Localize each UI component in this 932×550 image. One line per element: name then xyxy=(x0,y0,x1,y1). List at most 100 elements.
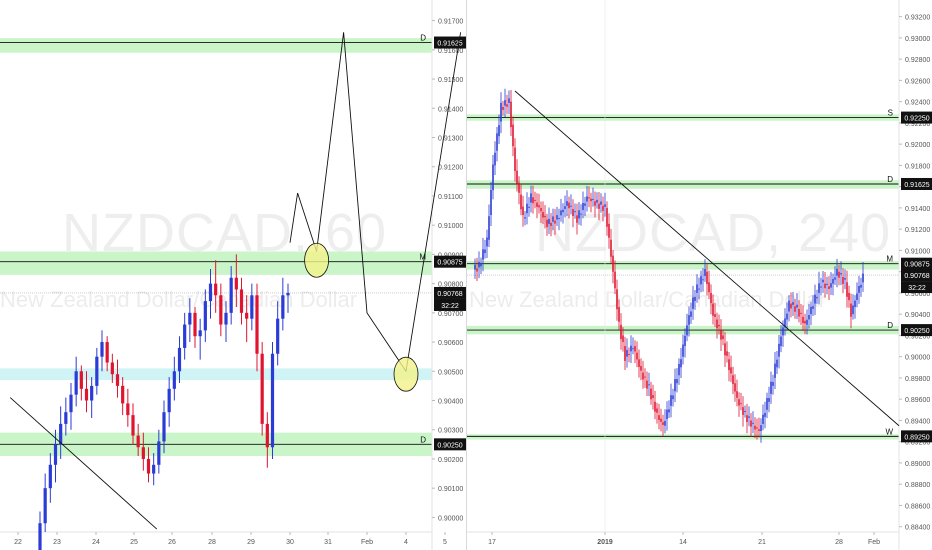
zone-price-text: 0.90875 xyxy=(904,262,929,269)
candle-body xyxy=(768,397,770,402)
candle-body xyxy=(188,312,192,325)
candle-body xyxy=(540,207,542,212)
candle-body xyxy=(764,412,766,417)
candle-body xyxy=(836,268,838,276)
candle-body xyxy=(854,300,856,308)
price-tick-label: 0.90200 xyxy=(905,333,930,340)
chart-panel-nzdcad-240[interactable]: NZDCAD, 240 New Zealand Dollar/Canadian … xyxy=(466,0,932,550)
price-tick-label: 0.93200 xyxy=(905,15,930,22)
candle-body xyxy=(860,284,862,288)
candle-body xyxy=(239,289,244,313)
last-price-text: 0.90768 xyxy=(437,291,462,298)
candle-body xyxy=(157,441,161,465)
candle-body xyxy=(616,289,618,310)
candle-body xyxy=(572,208,574,216)
candle-body xyxy=(716,319,718,329)
candle-body xyxy=(760,425,762,432)
candle-body xyxy=(534,199,536,201)
zone-price-badge xyxy=(901,257,932,270)
candle-body xyxy=(608,223,610,238)
candle-body xyxy=(724,343,726,356)
candle-body xyxy=(528,206,530,208)
price-tick-label: 0.89000 xyxy=(905,461,930,468)
target-circle xyxy=(393,356,419,392)
chart-canvas-left[interactable]: D M D 0.91700 0.91600 0.91500 0.91400 0.91300 0.… xyxy=(0,0,466,550)
candle-body xyxy=(774,363,776,378)
price-tick-label: 0.90400 xyxy=(438,399,463,406)
candle-body xyxy=(856,293,858,300)
candle-body xyxy=(514,147,516,172)
time-tick-label: 25 xyxy=(130,539,138,546)
candle-body xyxy=(562,209,564,213)
candle-body xyxy=(498,125,500,137)
candle-body xyxy=(476,268,478,272)
candle-body xyxy=(584,203,586,206)
candle-body xyxy=(762,414,764,424)
candle-body xyxy=(606,207,608,227)
zone-level-tag: D xyxy=(420,435,426,444)
candle-body xyxy=(742,407,744,415)
candle-body xyxy=(578,210,580,219)
candle-body xyxy=(798,308,800,317)
candle-body xyxy=(730,367,732,374)
time-tick-label: 17 xyxy=(488,539,496,546)
candle-body xyxy=(632,348,634,350)
candle-body xyxy=(177,347,182,372)
price-tick-label: 0.91000 xyxy=(438,223,463,230)
time-tick-label: 29 xyxy=(247,539,255,546)
trendline xyxy=(514,90,900,427)
candle-body xyxy=(786,313,788,320)
candle-body xyxy=(43,488,47,524)
price-tick-label: 0.90800 xyxy=(438,282,463,289)
candle-body xyxy=(794,306,796,312)
candle-body xyxy=(784,318,786,328)
zone-level-tag: D xyxy=(887,175,893,184)
candle-body xyxy=(558,218,560,220)
candle-body xyxy=(726,351,728,356)
zone-level-tag: W xyxy=(885,427,893,436)
candle-body xyxy=(690,311,692,317)
supply-demand-zone xyxy=(0,38,432,53)
supply-demand-zone xyxy=(0,368,432,381)
candle-body xyxy=(756,427,758,429)
candle-body xyxy=(594,201,596,206)
price-tick-label: 0.91200 xyxy=(438,165,463,172)
candle-body xyxy=(612,255,614,272)
countdown-text: 32:22 xyxy=(908,285,926,292)
candle-body xyxy=(250,295,254,319)
chart-panel-nzdcad-60[interactable]: NZDCAD, 60 New Zealand Dollar/Canadian D… xyxy=(0,0,466,550)
candle-body xyxy=(224,312,228,325)
zone-price-text: 0.91625 xyxy=(904,182,929,189)
candle-body xyxy=(229,277,233,313)
candle-body xyxy=(850,303,852,317)
candle-body xyxy=(496,133,498,151)
time-tick-label: 5 xyxy=(443,539,447,546)
price-tick-label: 0.90400 xyxy=(905,312,930,319)
zone-price-text: 0.89250 xyxy=(904,434,929,441)
candle-body xyxy=(500,102,502,122)
price-tick-label: 0.90600 xyxy=(905,291,930,298)
candle-body xyxy=(810,306,812,315)
candle-body xyxy=(720,330,722,340)
chart-canvas-right[interactable]: S D M D W 0.93200 0.93000 0.92800 0.92600 0.92400… xyxy=(467,0,932,550)
candle-body xyxy=(848,292,850,301)
candle-body xyxy=(802,316,804,324)
candle-body xyxy=(582,202,584,211)
candle-body xyxy=(672,395,674,400)
candle-body xyxy=(634,346,636,352)
candle-body xyxy=(744,410,746,412)
candle-body xyxy=(696,284,698,293)
candle-body xyxy=(680,359,682,368)
candle-body xyxy=(754,425,756,430)
time-tick-label: 23 xyxy=(53,539,61,546)
candle-body xyxy=(826,283,828,285)
candle-body xyxy=(110,362,114,375)
candle-body xyxy=(518,182,520,193)
candle-body xyxy=(544,215,546,218)
candle-body xyxy=(780,336,782,347)
candle-body xyxy=(842,276,844,284)
candle-body xyxy=(536,202,538,207)
price-tick-label: 0.90700 xyxy=(438,311,463,318)
candle-body xyxy=(522,206,524,216)
candle-body xyxy=(548,218,550,224)
